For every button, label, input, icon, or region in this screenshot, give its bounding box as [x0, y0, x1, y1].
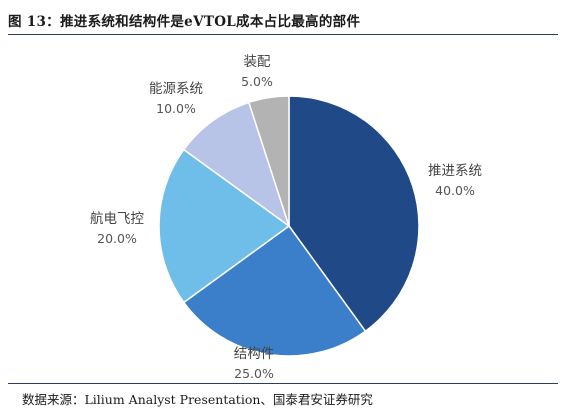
pie-slice-2	[182, 224, 367, 357]
slice-label-1: 推进系统	[428, 163, 482, 179]
slice-value-1: 40.0%	[435, 183, 475, 198]
source-rule	[8, 383, 558, 384]
slice-label-5: 装配	[244, 54, 271, 70]
pie-slice-5	[247, 95, 290, 227]
figure-source: 数据来源：Lilium Analyst Presentation、国泰君安证券研…	[22, 392, 373, 407]
pie-slice-4	[182, 101, 291, 228]
slice-value-5: 5.0%	[241, 74, 273, 89]
slice-label-4: 能源系统	[149, 81, 203, 97]
pie-slice-1	[288, 95, 420, 333]
slice-label-3: 航电飞控	[90, 211, 144, 227]
title-rule	[8, 34, 558, 35]
figure-title: 图 13：推进系统和结构件是eVTOL成本占比最高的部件	[8, 14, 361, 30]
slice-value-2: 25.0%	[234, 366, 274, 381]
slice-value-4: 10.0%	[156, 101, 196, 116]
slice-label-2: 结构件	[234, 346, 275, 362]
slice-value-3: 20.0%	[97, 231, 137, 246]
pie-slice-3	[158, 148, 291, 304]
